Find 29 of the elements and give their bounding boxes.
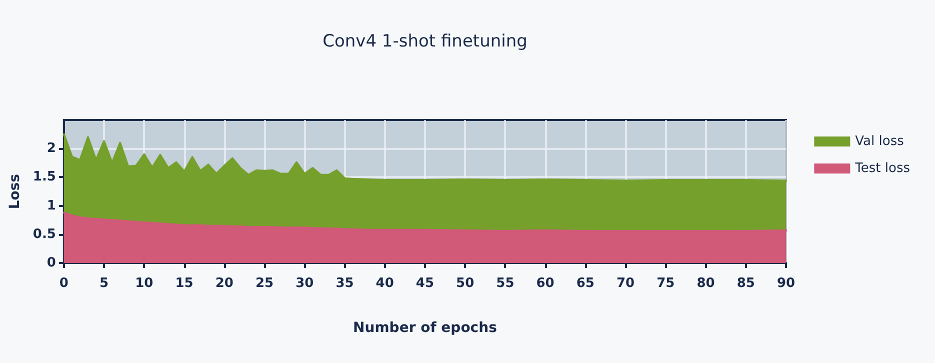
x-tick-label: 15 [175,276,194,291]
y-tick-label: 1.5 [32,170,56,185]
x-tick-label: 20 [215,276,234,291]
x-tick-label: 35 [336,276,354,291]
x-tick-label: 10 [135,276,154,291]
y-tick-label: 2 [46,141,56,156]
x-tick-label: 75 [656,276,675,291]
legend-label: Test loss [854,161,910,176]
x-tick-label: 0 [59,276,68,291]
x-tick-label: 30 [296,276,314,291]
chart-title: Conv4 1-shot finetuning [322,32,528,52]
y-tick-label: 0 [46,256,56,270]
x-tick-label: 55 [496,276,514,291]
x-tick-label: 45 [416,276,434,291]
x-tick-label: 40 [376,276,394,291]
x-tick-label: 50 [456,276,474,291]
y-axis-title: Loss [7,174,23,210]
x-tick-label: 80 [696,276,715,291]
x-tick-label: 70 [616,276,635,291]
x-tick-label: 65 [576,276,594,291]
x-tick-label: 5 [100,276,109,291]
legend-label: Val loss [855,134,904,149]
x-tick-label: 25 [255,276,274,291]
y-tick-label: 0.5 [32,226,56,242]
y-tick-label: 1 [46,198,56,214]
x-tick-label: 60 [536,276,554,291]
x-tick-label: 85 [736,276,755,291]
x-tick-label: 90 [776,276,796,291]
x-axis-title: Number of epochs [353,320,497,336]
